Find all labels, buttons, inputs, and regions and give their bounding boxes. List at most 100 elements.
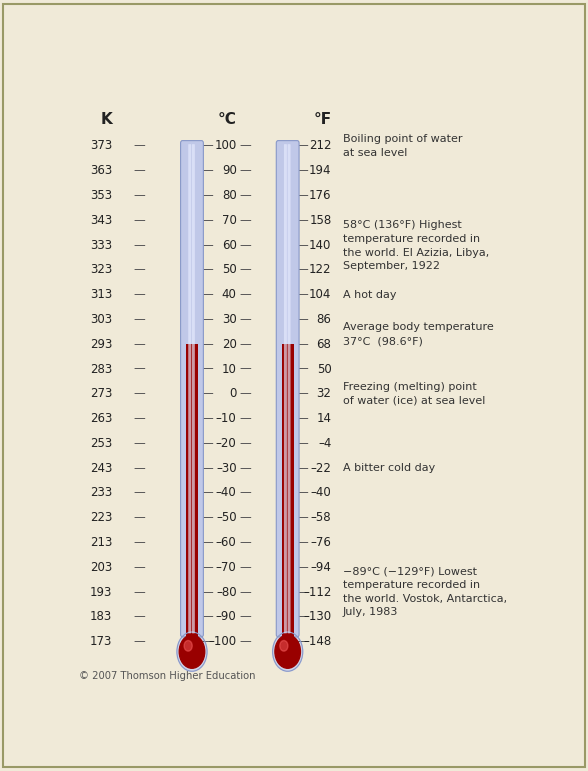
Text: 50: 50 [222,264,236,276]
Text: —: — [133,412,145,425]
Text: —: — [296,536,308,549]
Text: 263: 263 [90,412,112,425]
Text: —: — [296,586,308,598]
Text: —: — [201,189,213,202]
Text: —: — [133,561,145,574]
Text: –58: –58 [311,511,332,524]
Text: —: — [133,586,145,598]
Text: —: — [201,362,213,375]
Text: —: — [201,412,213,425]
Text: 58°C (136°F) Highest
temperature recorded in
the world. El Azizia, Libya,
Septem: 58°C (136°F) Highest temperature recorde… [343,221,489,271]
Text: 50: 50 [317,362,332,375]
Text: –20: –20 [216,437,236,450]
Text: –80: –80 [216,586,236,598]
Text: 293: 293 [90,338,112,351]
Text: −89°C (−129°F) Lowest
temperature recorded in
the world. Vostok, Antarctica,
Jul: −89°C (−129°F) Lowest temperature record… [343,567,507,618]
Text: –30: –30 [216,462,236,475]
Text: —: — [239,313,250,326]
Text: –4: –4 [318,437,332,450]
FancyBboxPatch shape [284,144,287,633]
Text: —: — [296,313,308,326]
Text: 373: 373 [90,140,112,153]
Text: –76: –76 [310,536,332,549]
Text: —: — [239,288,250,301]
Text: 193: 193 [90,586,112,598]
Text: –100: –100 [209,635,236,648]
Text: —: — [296,288,308,301]
Text: —: — [296,214,308,227]
Text: —: — [239,189,250,202]
Text: —: — [296,561,308,574]
Text: –22: –22 [310,462,332,475]
Text: –40: –40 [216,487,236,500]
FancyBboxPatch shape [276,140,299,637]
Circle shape [177,632,207,672]
Text: —: — [201,561,213,574]
Text: —: — [239,338,250,351]
Text: °C: °C [218,112,236,126]
Text: 60: 60 [222,238,236,251]
Text: —: — [133,635,145,648]
Text: 213: 213 [90,536,112,549]
Text: 100: 100 [215,140,236,153]
Text: —: — [239,437,250,450]
Text: —: — [201,487,213,500]
Text: 313: 313 [90,288,112,301]
Text: —: — [296,164,308,177]
Text: —: — [133,487,145,500]
Circle shape [273,632,303,672]
Text: 14: 14 [316,412,332,425]
Text: 194: 194 [309,164,332,177]
Text: —: — [239,511,250,524]
Text: —: — [133,437,145,450]
FancyBboxPatch shape [188,144,191,633]
Text: °F: °F [313,112,332,126]
Text: –94: –94 [310,561,332,574]
Text: —: — [133,140,145,153]
Text: 253: 253 [90,437,112,450]
Text: –112: –112 [303,586,332,598]
Text: 68: 68 [316,338,332,351]
Text: 70: 70 [222,214,236,227]
Text: –130: –130 [303,611,332,624]
Circle shape [179,635,205,668]
Text: 90: 90 [222,164,236,177]
Text: 122: 122 [309,264,332,276]
Text: 176: 176 [309,189,332,202]
Text: —: — [201,288,213,301]
Text: —: — [201,635,213,648]
Text: —: — [201,611,213,624]
Text: —: — [239,214,250,227]
Text: A hot day: A hot day [343,290,396,300]
Text: —: — [201,313,213,326]
Text: K: K [101,112,112,126]
Text: 353: 353 [90,189,112,202]
Text: —: — [133,264,145,276]
Circle shape [184,641,192,651]
Text: —: — [201,437,213,450]
Text: 10: 10 [222,362,236,375]
Text: —: — [239,536,250,549]
Text: —: — [296,462,308,475]
Text: —: — [133,189,145,202]
Text: 40: 40 [222,288,236,301]
Text: 243: 243 [90,462,112,475]
Text: —: — [239,238,250,251]
Text: —: — [239,140,250,153]
Text: 343: 343 [90,214,112,227]
FancyBboxPatch shape [288,144,290,633]
Text: —: — [296,238,308,251]
Circle shape [280,641,288,651]
Text: —: — [296,487,308,500]
Text: 158: 158 [309,214,332,227]
Text: —: — [239,487,250,500]
Text: —: — [296,437,308,450]
Text: –40: –40 [310,487,332,500]
Text: —: — [133,313,145,326]
Text: —: — [133,387,145,400]
Text: 363: 363 [90,164,112,177]
Text: —: — [296,338,308,351]
Text: —: — [201,238,213,251]
Text: —: — [201,164,213,177]
Text: —: — [296,362,308,375]
